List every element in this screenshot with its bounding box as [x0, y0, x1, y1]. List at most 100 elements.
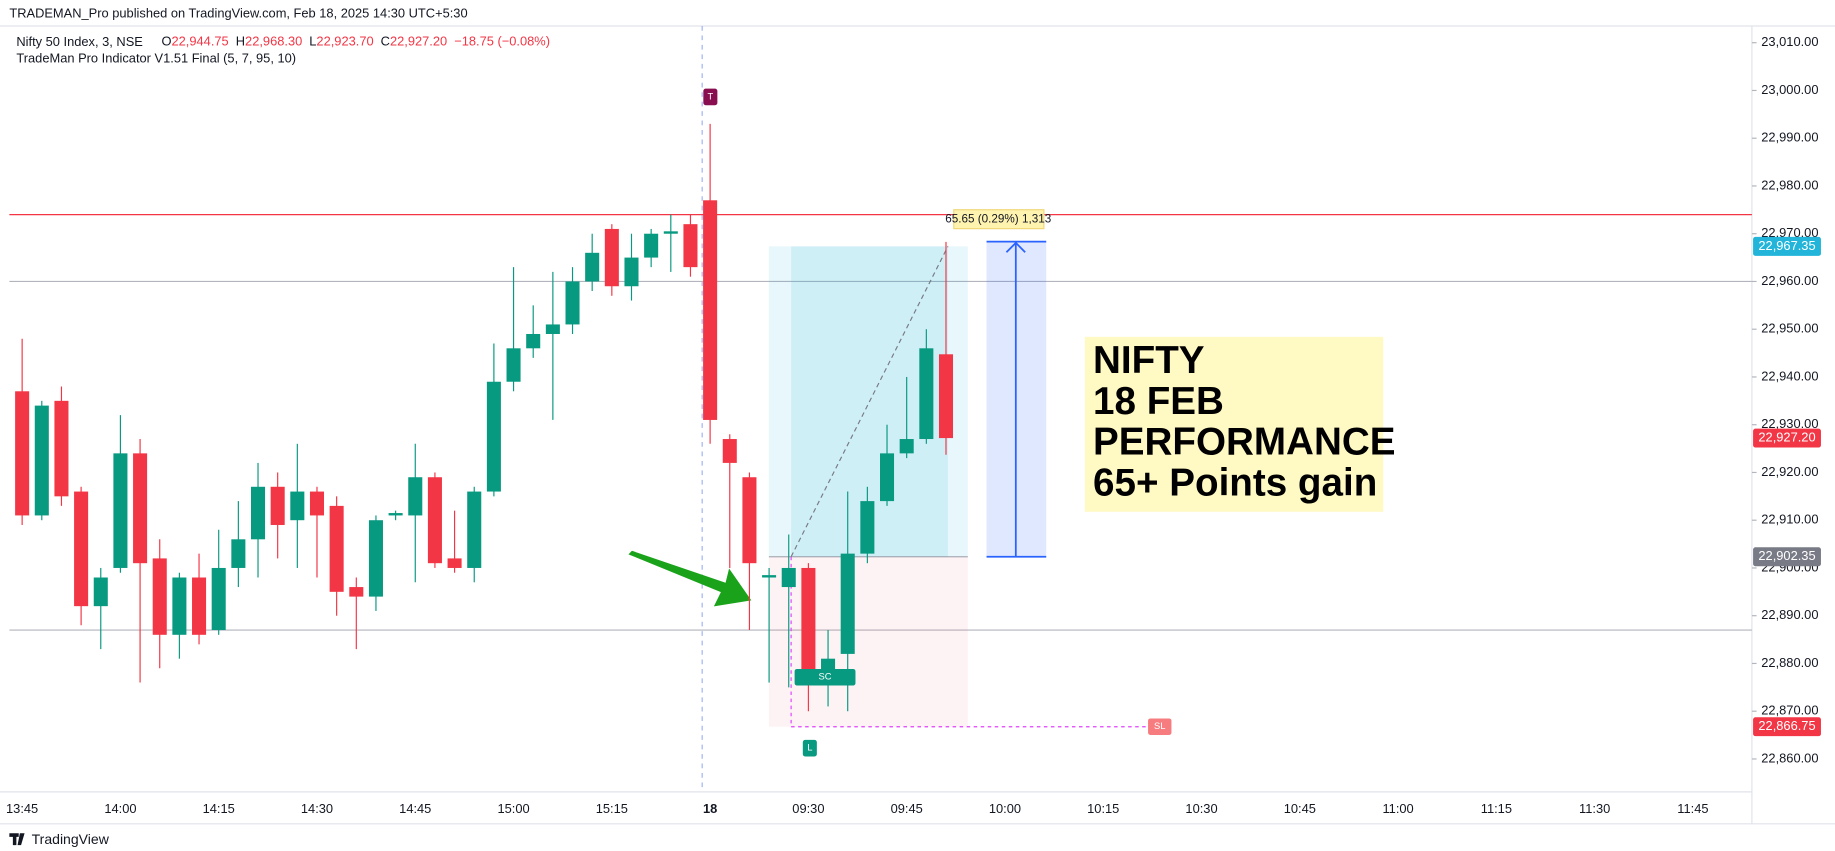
candle-body — [545, 324, 560, 334]
candle-body — [113, 453, 128, 568]
marker-bg — [794, 668, 856, 686]
candle-body — [644, 233, 659, 258]
publisher: TRADEMAN_Pro published on TradingView.co… — [9, 6, 467, 21]
legend-key: L — [309, 34, 316, 49]
y-tick-label: 22,860.00 — [1761, 750, 1818, 765]
marker-bg — [703, 88, 718, 106]
x-tick-label: 14:00 — [104, 801, 136, 816]
x-tick-label: 18 — [703, 801, 717, 816]
price-tag-bg — [1753, 236, 1821, 256]
candle-body — [919, 348, 934, 440]
candle-body — [152, 558, 167, 635]
candle-body — [624, 257, 639, 287]
candle-body — [486, 381, 501, 492]
pointer-arrow — [628, 550, 752, 607]
candle-body — [801, 567, 816, 683]
y-tick-label: 23,010.00 — [1761, 34, 1818, 49]
marker-label: SC — [819, 671, 832, 682]
legend-value: 22,927.20 — [390, 34, 447, 49]
candle-body — [565, 281, 580, 325]
candle-body — [899, 439, 914, 454]
candle-body — [604, 228, 619, 287]
measure-label: 65.65 (0.29%) 1,313 — [945, 212, 1051, 225]
y-tick-label: 22,870.00 — [1761, 703, 1818, 718]
y-tick-label: 22,930.00 — [1761, 416, 1818, 431]
candle-body — [172, 577, 187, 635]
candle-body — [270, 486, 285, 525]
candle-body — [192, 577, 207, 635]
price-tag: 22,866.75 — [1758, 718, 1815, 733]
candle-body — [388, 513, 403, 516]
x-tick-label: 09:45 — [891, 801, 923, 816]
candle-body — [683, 224, 698, 268]
x-tick-label: 13:45 — [6, 801, 38, 816]
candle-body — [447, 558, 462, 568]
legend-key: O — [161, 34, 171, 49]
y-tick-label: 22,880.00 — [1761, 655, 1818, 670]
x-tick-label: 14:15 — [203, 801, 235, 816]
y-tick-label: 23,000.00 — [1761, 82, 1818, 97]
symbol: Nifty 50 Index, 3, NSE — [16, 34, 143, 49]
candle-body — [762, 575, 777, 578]
candle-body — [54, 400, 69, 497]
stop-zone — [768, 556, 968, 727]
candle-body — [250, 486, 266, 540]
legend-value: 22,968.30 — [245, 34, 302, 49]
x-tick-label: 10:30 — [1185, 801, 1217, 816]
legend-value: 22,944.75 — [172, 34, 229, 49]
indicator: TradeMan Pro Indicator V1.51 Final (5, 7… — [16, 50, 296, 65]
callout-line: 65+ Points gain — [1093, 461, 1377, 504]
candle-body — [860, 501, 875, 554]
candle-body — [349, 587, 364, 597]
candle-body — [663, 231, 678, 234]
candle-body — [703, 200, 718, 420]
x-tick-label: 10:15 — [1087, 801, 1119, 816]
candle-body — [329, 505, 344, 592]
x-tick-label: 11:15 — [1481, 801, 1512, 816]
candle-body — [506, 348, 521, 382]
price-tag: 22,967.35 — [1758, 238, 1815, 253]
ohlc-legend: O22,944.75 H22,968.30 L22,923.70 C22,927.20… — [161, 34, 549, 49]
legend-key: H — [236, 34, 245, 49]
y-tick-label: 22,890.00 — [1761, 607, 1818, 622]
candle-body — [585, 252, 600, 282]
y-tick-label: 22,920.00 — [1761, 464, 1818, 479]
candle-body — [467, 491, 482, 568]
candle-body — [211, 567, 226, 631]
candle-body — [74, 491, 89, 607]
candle-body — [34, 405, 49, 516]
x-tick-label: 15:15 — [596, 801, 628, 816]
price-tag: 22,902.35 — [1758, 548, 1815, 563]
y-tick-label: 22,990.00 — [1761, 130, 1818, 145]
callout-line: PERFORMANCE — [1093, 421, 1395, 464]
legend-value: 22,923.70 — [316, 34, 373, 49]
callout-line: NIFTY — [1093, 339, 1205, 382]
candle-body — [93, 577, 108, 607]
y-tick-label: 22,970.00 — [1761, 225, 1818, 240]
legend-change: −18.75 (−0.08%) — [454, 34, 550, 49]
x-tick-label: 10:45 — [1284, 801, 1316, 816]
y-tick-label: 22,950.00 — [1761, 321, 1818, 336]
candle-body — [368, 520, 383, 597]
candle-body — [408, 477, 423, 516]
logo: TradingView — [9, 831, 110, 847]
price-tag-bg — [1753, 428, 1821, 448]
x-tick-label: 11:00 — [1382, 801, 1413, 816]
marker-label: L — [807, 742, 812, 753]
candle-body — [742, 477, 757, 564]
candle-body — [880, 453, 895, 502]
candle-body — [840, 553, 855, 654]
candle-body — [938, 354, 954, 439]
brand: TradingView — [32, 831, 110, 847]
callout-line: 18 FEB — [1093, 380, 1224, 423]
candle-body — [231, 539, 246, 568]
x-tick-label: 09:30 — [792, 801, 824, 816]
candle-body — [133, 453, 148, 564]
marker-bg — [1148, 718, 1172, 735]
candle-body — [15, 391, 30, 516]
y-tick-label: 22,960.00 — [1761, 273, 1818, 288]
measure-label-bg — [953, 209, 1045, 230]
